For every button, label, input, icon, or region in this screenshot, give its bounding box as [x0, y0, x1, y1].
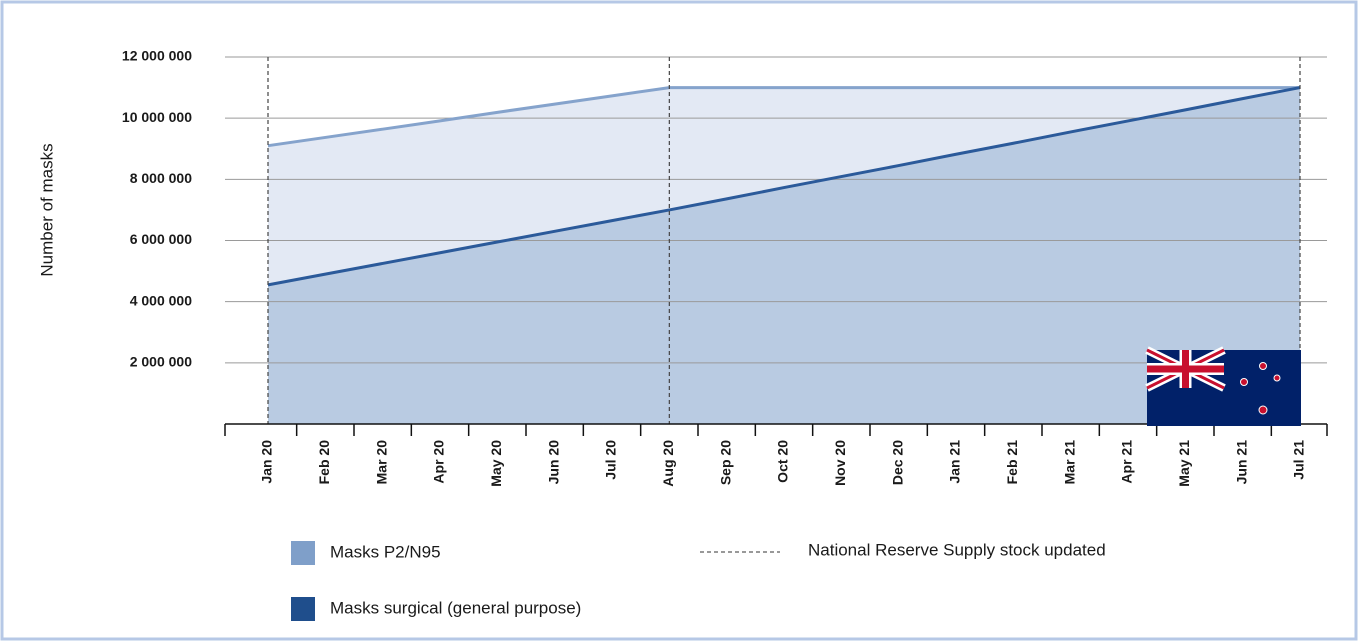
x-tick-label: Dec 20	[889, 440, 905, 485]
line	[267, 86, 1301, 287]
y-tick-label: 10 000 000	[122, 109, 192, 125]
x-tick-label: Jun 21	[1233, 440, 1249, 485]
y-tick-label: 2 000 000	[130, 354, 192, 370]
y-axis-label: Number of masks	[37, 143, 56, 276]
y-tick-label: 4 000 000	[130, 292, 192, 308]
area	[268, 87, 1300, 424]
x-tick-label: Nov 20	[832, 440, 848, 486]
y-tick-label: 8 000 000	[130, 170, 192, 186]
legend-label: Masks surgical (general purpose)	[330, 598, 581, 617]
x-tick-label: Jan 20	[259, 440, 275, 484]
x-tick-label: Feb 20	[316, 440, 332, 485]
y-tick-label: 12 000 000	[122, 48, 192, 64]
x-tick-label: Sep 20	[717, 440, 733, 485]
x-tick-label: May 21	[1176, 440, 1192, 487]
x-tick-label: Mar 20	[373, 440, 389, 485]
x-tick-label: Apr 21	[1119, 440, 1135, 484]
plot: 2 000 000 4 000 000 6 000 000 8 000 000 10 0…	[122, 48, 1328, 487]
x-tick-label: Feb 21	[1004, 440, 1020, 485]
x-tick-label: Mar 21	[1061, 440, 1077, 485]
x-tick-label: Jan 21	[947, 440, 963, 484]
y-tick-label: 6 000 000	[130, 231, 192, 247]
x-tick-label: Oct 20	[775, 440, 791, 483]
x-tick-label: Jul 20	[603, 440, 619, 480]
x-tick-label: Aug 20	[660, 440, 676, 487]
legend-label: National Reserve Supply stock updated	[808, 540, 1106, 559]
line	[267, 86, 1300, 148]
legend-swatch	[291, 541, 315, 565]
x-tick-label: May 20	[488, 440, 504, 487]
x-tick-label: Apr 20	[431, 440, 447, 484]
legend-label: Masks P2/N95	[330, 542, 441, 561]
x-tick-label: Jul 21	[1291, 440, 1307, 480]
x-tick-label: Jun 20	[545, 440, 561, 485]
legend-swatch	[291, 597, 315, 621]
flag	[1145, 346, 1301, 426]
